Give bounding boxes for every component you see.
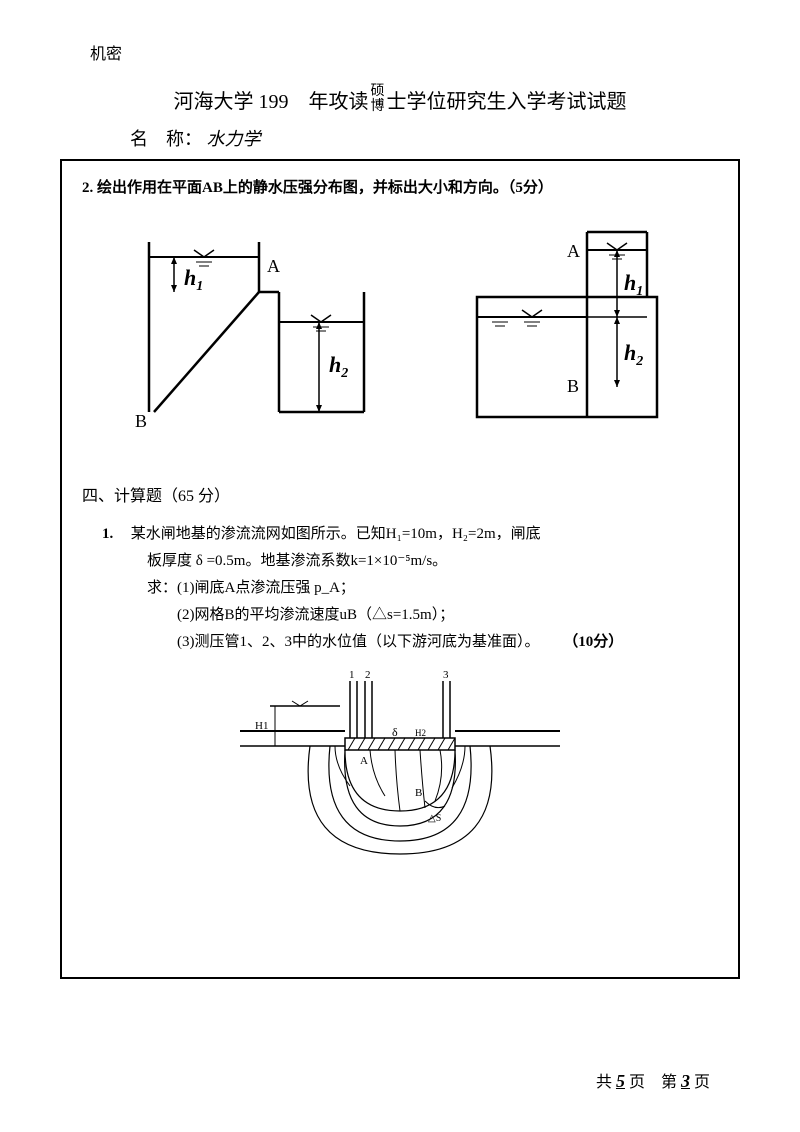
course-name: 水力学 <box>207 129 261 149</box>
problem-1-line4: (2)网格B的平均渗流速度uB（△s=1.5m）； <box>177 602 718 629</box>
course-label: 名 称： <box>130 129 202 149</box>
diagram-right: A B h1 h2 <box>452 212 682 432</box>
stacked-bottom: 博 <box>371 99 385 114</box>
page-suffix: 页 <box>694 1074 710 1091</box>
problem-1-num: 1. <box>102 521 127 548</box>
B-point-label: B <box>415 787 422 799</box>
tube-1-label: 1 <box>349 669 355 681</box>
tube-2-label: 2 <box>365 669 371 681</box>
problem-1-points: （10分） <box>563 634 623 650</box>
problem-1-line1: 某水闸地基的渗流流网如图所示。已知H₁=10m，H₂=2m，闸底 <box>131 526 541 542</box>
label-A-right: A <box>567 241 580 261</box>
section-4-header: 四、计算题（65 分） <box>82 482 718 506</box>
problem-1-line5: (3)测压管1、2、3中的水位值（以下游河底为基准面）。 <box>177 634 540 650</box>
label-B: B <box>135 411 147 431</box>
label-h1-right: h1 <box>624 270 643 299</box>
title-stacked: 硕 博 <box>371 84 385 115</box>
confidential-label: 机密 <box>90 40 740 64</box>
label-h2: h2 <box>329 352 348 381</box>
label-A: A <box>267 256 280 276</box>
title-right: 士学位研究生入学考试试题 <box>387 85 627 114</box>
page-label: 页 第 <box>629 1074 677 1091</box>
main-content-frame: 2. 绘出作用在平面AB上的静水压强分布图，并标出大小和方向。（5分） <box>60 159 740 979</box>
flownet-diagram: 1 2 3 H1 δ H2 A <box>82 666 718 861</box>
diagram-left: A B h1 h2 <box>119 212 379 442</box>
H1-label: H1 <box>255 720 268 732</box>
ds-label: △S <box>428 813 441 824</box>
label-B-right: B <box>567 376 579 396</box>
label-h1: h1 <box>184 265 203 294</box>
diagram-row: A B h1 h2 <box>82 212 718 442</box>
delta-label: δ <box>392 725 398 739</box>
label-h2-right: h2 <box>624 340 643 369</box>
page-footer: 共 5 页 第 3 页 <box>596 1068 710 1092</box>
H2-label: H2 <box>415 728 426 738</box>
A-point-label: A <box>360 755 368 767</box>
title-left: 河海大学 199 年攻读 <box>174 85 369 114</box>
total-pages: 5 <box>616 1071 625 1091</box>
problem-1-line3: 求：(1)闸底A点渗流压强 p_A； <box>147 575 718 602</box>
tube-3-label: 3 <box>443 669 449 681</box>
problem-1: 1. 某水闸地基的渗流流网如图所示。已知H₁=10m，H₂=2m，闸底 板厚度 … <box>102 521 718 656</box>
problem-1-line2: 板厚度 δ =0.5m。地基渗流系数k=1×10⁻⁵m/s。 <box>147 548 718 575</box>
exam-title: 河海大学 199 年攻读 硕 博 士学位研究生入学考试试题 <box>60 84 740 115</box>
total-label: 共 <box>596 1074 612 1091</box>
stacked-top: 硕 <box>371 84 385 99</box>
current-page: 3 <box>681 1071 690 1091</box>
question-2-text: 2. 绘出作用在平面AB上的静水压强分布图，并标出大小和方向。（5分） <box>82 176 718 197</box>
course-row: 名 称： 水力学 <box>130 125 740 151</box>
